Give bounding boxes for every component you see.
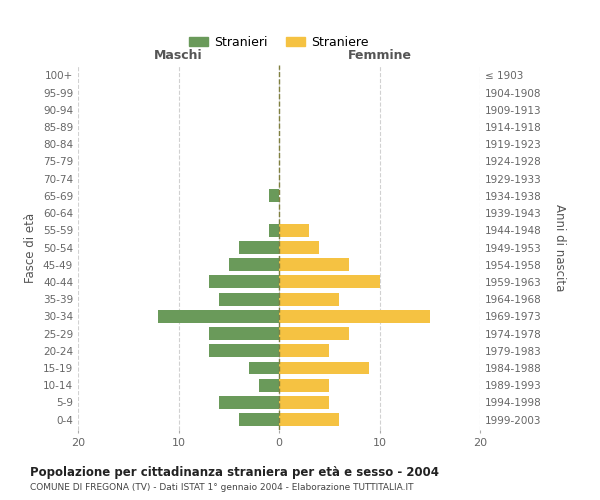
Bar — [269, 190, 279, 202]
Text: COMUNE DI FREGONA (TV) - Dati ISTAT 1° gennaio 2004 - Elaborazione TUTTITALIA.IT: COMUNE DI FREGONA (TV) - Dati ISTAT 1° g… — [30, 484, 413, 492]
Bar — [279, 241, 319, 254]
Bar — [279, 344, 329, 358]
Bar — [279, 379, 329, 392]
Bar — [158, 310, 279, 323]
Bar — [249, 362, 279, 374]
Bar — [279, 396, 329, 409]
Bar — [229, 258, 279, 271]
Bar — [209, 327, 279, 340]
Bar — [279, 224, 309, 236]
Text: Popolazione per cittadinanza straniera per età e sesso - 2004: Popolazione per cittadinanza straniera p… — [30, 466, 439, 479]
Bar — [239, 241, 279, 254]
Bar — [279, 310, 430, 323]
Y-axis label: Anni di nascita: Anni di nascita — [553, 204, 566, 291]
Legend: Stranieri, Straniere: Stranieri, Straniere — [184, 31, 374, 54]
Bar — [279, 362, 370, 374]
Bar — [279, 413, 340, 426]
Text: Femmine: Femmine — [347, 48, 412, 62]
Bar — [239, 413, 279, 426]
Bar — [218, 396, 279, 409]
Y-axis label: Fasce di età: Fasce di età — [25, 212, 37, 282]
Bar — [279, 292, 340, 306]
Bar — [209, 344, 279, 358]
Bar — [279, 276, 380, 288]
Bar — [209, 276, 279, 288]
Bar — [259, 379, 279, 392]
Bar — [279, 258, 349, 271]
Bar — [279, 327, 349, 340]
Bar — [218, 292, 279, 306]
Text: Maschi: Maschi — [154, 48, 203, 62]
Bar — [269, 224, 279, 236]
